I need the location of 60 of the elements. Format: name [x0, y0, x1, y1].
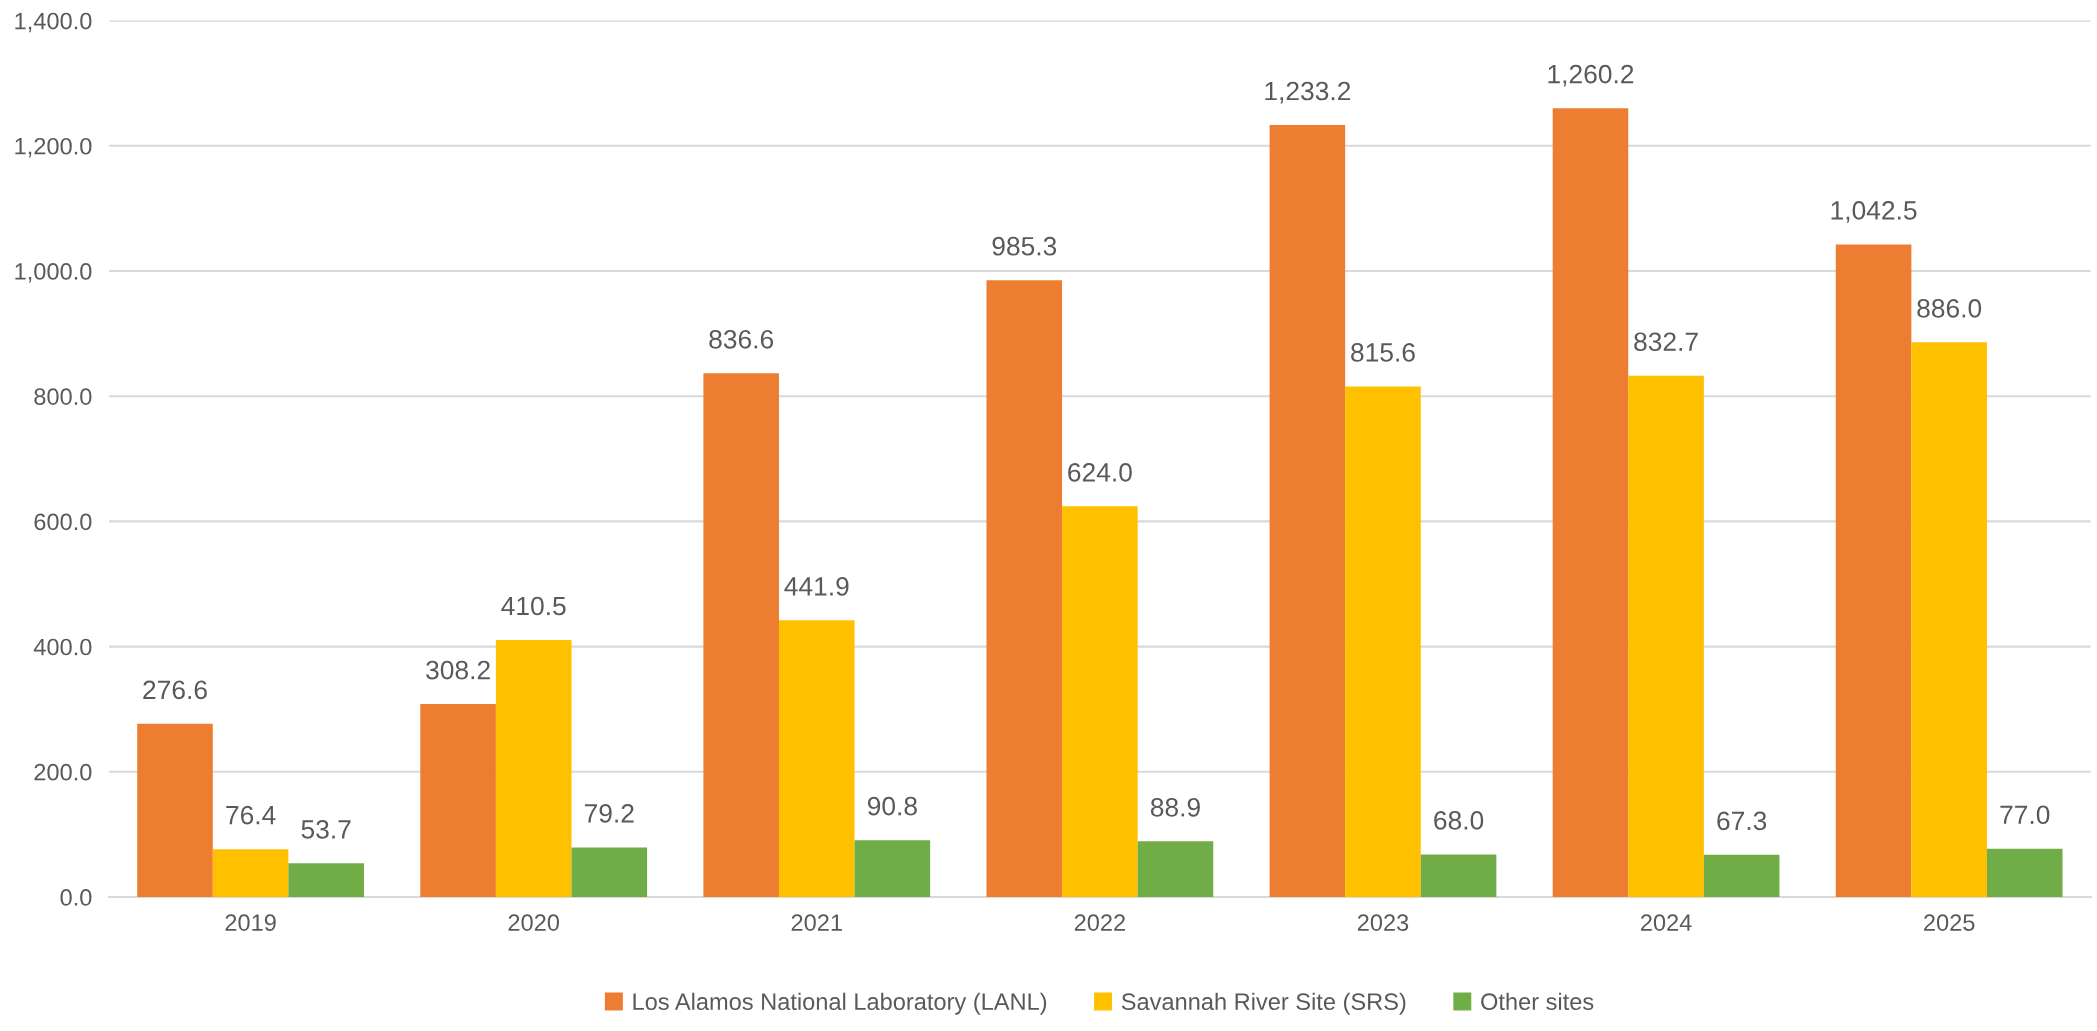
- data-label: 624.0: [1068, 463, 1132, 482]
- x-tick-label: 2024: [1640, 914, 1692, 931]
- x-tick-label: 2022: [1074, 914, 1125, 931]
- y-tick-label: 1,000.0: [15, 263, 92, 283]
- y-tick-label: 400.0: [33, 638, 92, 656]
- bar: [420, 704, 496, 897]
- bar: [854, 840, 931, 897]
- legend-label: Savannah River Site (SRS): [1121, 992, 1406, 1015]
- bar: [1137, 841, 1214, 897]
- bar: [1835, 244, 1912, 897]
- bar: [1911, 342, 1987, 897]
- bar: [1628, 375, 1704, 897]
- data-label: 836.6: [709, 329, 774, 349]
- data-label: 76.4: [226, 805, 276, 825]
- y-tick-label: 1,400.0: [15, 12, 92, 33]
- data-label: 308.2: [426, 660, 490, 680]
- bar: [1552, 108, 1629, 897]
- bar: [1986, 848, 2063, 897]
- y-tick-label: 200.0: [34, 763, 92, 781]
- data-label: 1,260.2: [1548, 64, 1634, 87]
- data-label: 67.3: [1717, 811, 1767, 831]
- data-label: 53.7: [301, 820, 351, 839]
- data-label: 68.0: [1434, 811, 1484, 830]
- bar: [1703, 854, 1780, 897]
- data-label: 276.6: [143, 680, 207, 700]
- legend-label: Other sites: [1481, 992, 1594, 1011]
- data-label: 410.5: [501, 596, 566, 616]
- bar: [495, 640, 572, 897]
- y-tick-label: 600.0: [34, 513, 92, 531]
- data-label: 815.6: [1351, 343, 1415, 362]
- bar: [137, 723, 213, 897]
- bar: [1345, 386, 1421, 897]
- data-label: 1,233.2: [1265, 81, 1351, 104]
- data-label: 886.0: [1917, 299, 1982, 318]
- x-tick-label: 2023: [1357, 914, 1409, 931]
- data-label: 79.2: [584, 804, 634, 823]
- y-tick-label: 0.0: [60, 889, 92, 906]
- data-label: 90.8: [867, 796, 917, 816]
- bar: [703, 373, 779, 897]
- bar: [778, 620, 855, 897]
- bar: [288, 863, 364, 897]
- y-tick-label: 800.0: [34, 388, 92, 405]
- bar: [1420, 854, 1497, 897]
- data-label: 985.3: [992, 236, 1057, 256]
- y-tick-label: 1,200.0: [15, 137, 92, 158]
- x-tick-label: 2019: [225, 914, 276, 931]
- bar: [986, 280, 1063, 897]
- data-label: 441.9: [784, 577, 849, 596]
- data-label: 77.0: [2000, 805, 2050, 825]
- bar: [571, 847, 648, 897]
- legend-label: Los Alamos National Laboratory (LANL): [633, 992, 1047, 1015]
- data-label: 1,042.5: [1831, 201, 1917, 223]
- data-label: 832.7: [1634, 332, 1698, 352]
- x-tick-label: 2025: [1924, 914, 1975, 931]
- bar: [1062, 506, 1138, 897]
- data-label: 88.9: [1150, 797, 1200, 817]
- bar: [1269, 125, 1346, 897]
- x-tick-label: 2021: [791, 914, 842, 931]
- bar: [212, 849, 289, 897]
- x-tick-label: 2020: [508, 914, 560, 931]
